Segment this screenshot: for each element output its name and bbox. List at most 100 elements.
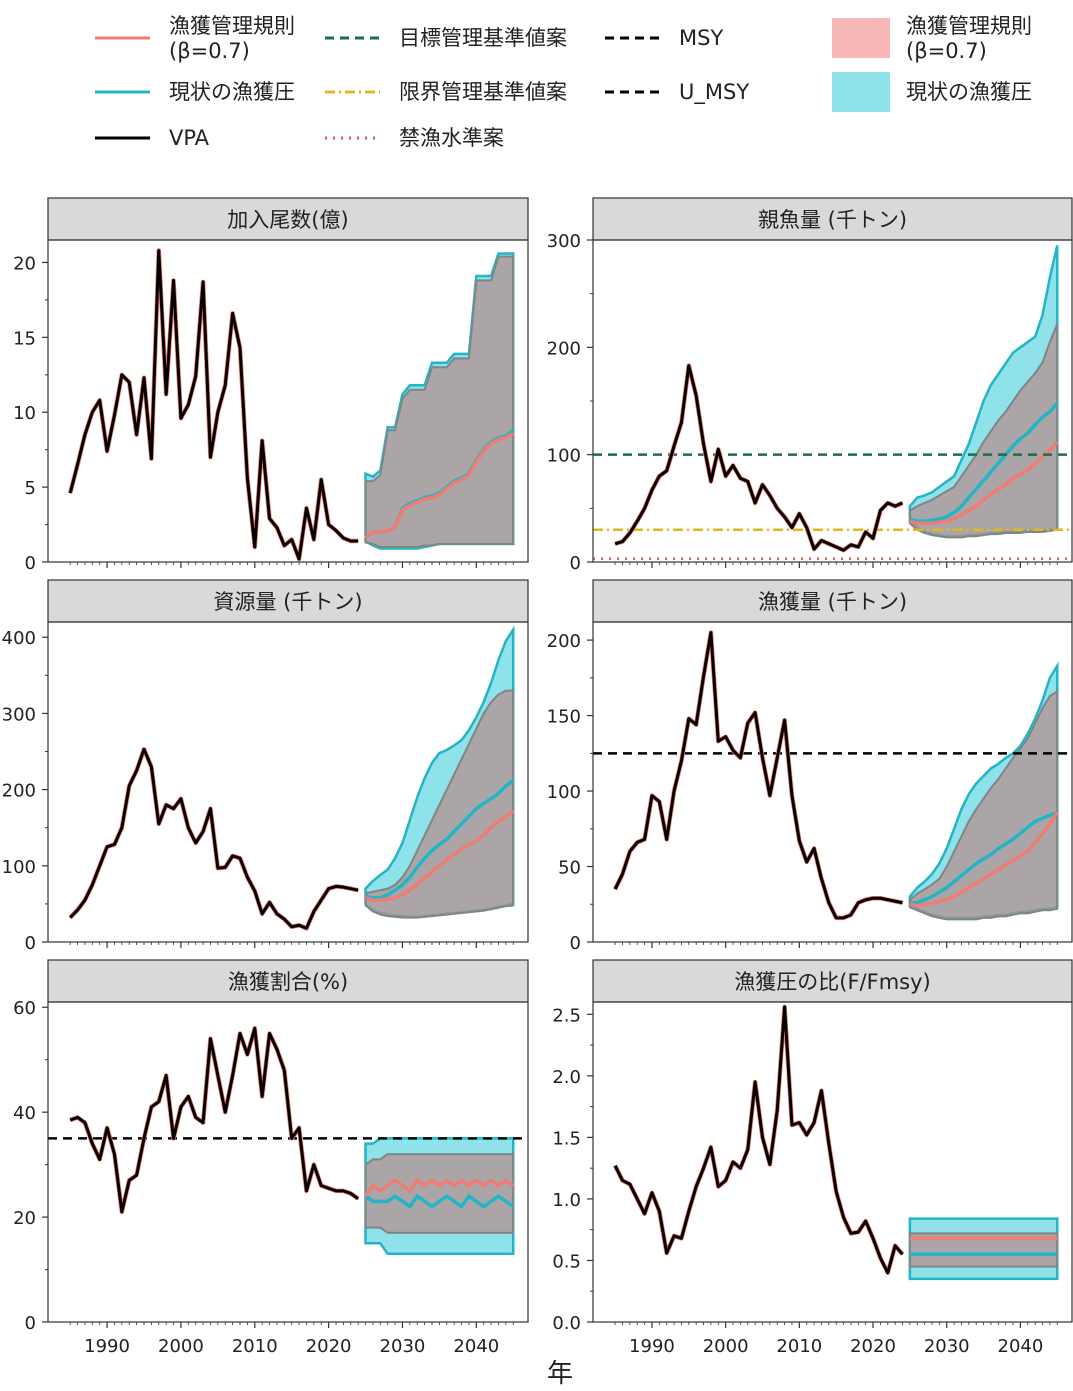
band-harvest-rule	[364, 1153, 515, 1234]
legend-label: 漁獲管理規則(β=0.7)	[906, 14, 1032, 63]
legend-label: 限界管理基準値案	[399, 80, 567, 104]
median-harvest-rule	[364, 1177, 515, 1198]
band-harvest-rule	[364, 689, 515, 919]
legend-item: 現状の漁獲圧	[95, 80, 295, 104]
y-tick-label: 60	[13, 998, 36, 1019]
y-tick-label: 0	[25, 933, 36, 954]
legend-item: U_MSY	[605, 80, 749, 105]
y-tick-label: 2.5	[552, 1005, 581, 1026]
y-tick-label: 200	[547, 631, 581, 652]
y-tick-label: 0.0	[552, 1313, 581, 1334]
legend-item: 漁獲管理規則(β=0.7)	[95, 14, 295, 63]
legend-item: MSY	[605, 26, 723, 50]
median-harvest-rule	[909, 811, 1059, 908]
x-tick-label: 2000	[703, 1336, 749, 1357]
panel-title: 加入尾数(億)	[227, 208, 348, 232]
median-harvest-rule	[364, 431, 515, 540]
y-tick-label: 20	[13, 1208, 36, 1229]
y-tick-label: 0	[570, 553, 581, 574]
vpa-shadow	[614, 363, 904, 553]
y-tick-label: 0	[25, 553, 36, 574]
plot-frame	[592, 1001, 1073, 1323]
median-current-pressure	[909, 402, 1059, 523]
y-tick-label: 10	[13, 403, 36, 424]
plot-area	[48, 1025, 528, 1256]
x-tick-label: 2040	[998, 1336, 1044, 1357]
y-tick-label: 40	[13, 1103, 36, 1124]
legend-label: U_MSY	[679, 80, 749, 105]
panel-title: 漁獲圧の比(F/Fmsy)	[734, 970, 930, 994]
legend-label: MSY	[679, 26, 723, 50]
legend-item: 禁漁水準案	[325, 126, 504, 150]
band-overlap	[365, 1154, 514, 1233]
y-tick-label: 1.5	[552, 1128, 581, 1149]
y-tick-label: 0.5	[552, 1251, 581, 1272]
panel-title: 漁獲割合(%)	[228, 970, 348, 994]
band-harvest-rule	[364, 255, 515, 549]
chart-panel: 加入尾数(億) 0 5 10 15 20	[13, 197, 529, 574]
band-overlap	[909, 1233, 1058, 1267]
y-tick-label: 100	[547, 782, 581, 803]
plot-frame	[592, 621, 1073, 943]
band-overlap	[365, 256, 514, 548]
panel-title: 漁獲量 (千トン)	[758, 590, 907, 614]
panel-header	[592, 579, 1073, 623]
median-current-pressure	[909, 810, 1058, 905]
y-tick-label: 300	[2, 704, 36, 725]
y-tick-label: 2.0	[552, 1067, 581, 1088]
x-tick-label: 2030	[380, 1336, 426, 1357]
y-tick-label: 200	[547, 338, 581, 359]
y-tick-label: 200	[2, 781, 36, 802]
plot-area	[67, 248, 515, 562]
legend-label: 目標管理基準値案	[399, 26, 567, 50]
chart-panel: 親魚量 (千トン) 0 100 200 300	[547, 197, 1073, 574]
vpa-line	[69, 747, 359, 930]
vpa-line	[613, 631, 903, 920]
vpa-shadow	[613, 630, 903, 921]
legend-swatch	[832, 72, 890, 112]
chart-panel: 漁獲量 (千トン) 0 50 100 150 200	[547, 579, 1073, 954]
plot-area	[593, 245, 1072, 561]
y-tick-label: 100	[2, 857, 36, 878]
panel-header	[592, 197, 1073, 241]
x-tick-label: 2020	[850, 1336, 896, 1357]
y-tick-label: 1.0	[552, 1190, 581, 1211]
chart-panel: 資源量 (千トン) 0 100 200 300 400	[2, 579, 529, 954]
median-harvest-rule	[909, 440, 1059, 526]
band-overlap	[365, 690, 514, 918]
y-tick-label: 300	[547, 231, 581, 252]
panel-header	[592, 959, 1073, 1003]
plot-frame	[47, 239, 529, 563]
panel-title: 親魚量 (千トン)	[758, 208, 907, 232]
legend: 漁獲管理規則(β=0.7) 現状の漁獲圧 VPA 目標管理基準値案限界管理基準値案禁漁…	[95, 14, 1032, 150]
x-axis-label: 年	[547, 1359, 573, 1387]
median-current-pressure	[364, 1193, 515, 1210]
x-tick-label: 2030	[924, 1336, 970, 1357]
legend-label: 禁漁水準案	[399, 126, 504, 150]
y-tick-label: 100	[547, 446, 581, 467]
x-tick-label: 2010	[232, 1336, 278, 1357]
median-current-pressure	[365, 779, 515, 900]
y-tick-label: 400	[2, 628, 36, 649]
band-harvest-rule	[908, 689, 1059, 921]
panel-header	[47, 579, 529, 623]
y-tick-label: 15	[13, 328, 36, 349]
plot-frame	[47, 621, 529, 943]
y-tick-label: 0	[25, 1313, 36, 1334]
band-overlap	[909, 691, 1058, 920]
x-tick-label: 1990	[84, 1336, 130, 1357]
legend-label: 漁獲管理規則(β=0.7)	[169, 14, 295, 63]
chart-panel: 漁獲圧の比(F/Fmsy) 0.0 0.5 1.0 1.5 2.0 2.5 1990 2000 2…	[552, 959, 1073, 1357]
y-tick-label: 5	[25, 478, 36, 499]
legend-label: VPA	[169, 126, 210, 150]
median-harvest-rule	[365, 809, 515, 902]
y-tick-label: 150	[547, 707, 581, 728]
x-tick-label: 2000	[158, 1336, 204, 1357]
legend-item: 現状の漁獲圧	[832, 72, 1032, 112]
legend-swatch	[832, 18, 890, 58]
legend-item: 限界管理基準値案	[325, 80, 567, 104]
